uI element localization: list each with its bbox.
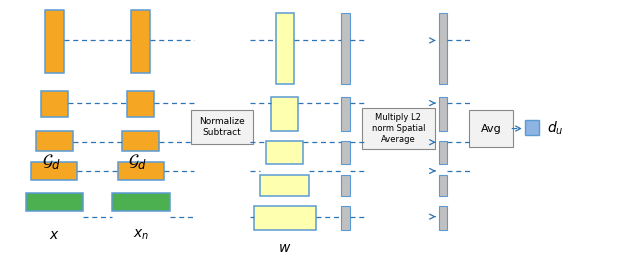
- Bar: [131, 10, 150, 73]
- Bar: [525, 120, 539, 135]
- FancyBboxPatch shape: [362, 108, 435, 149]
- Bar: [439, 206, 447, 230]
- Bar: [127, 91, 154, 117]
- Bar: [45, 10, 64, 73]
- Text: $\mathcal{G}_d$: $\mathcal{G}_d$: [128, 152, 147, 171]
- Text: $w$: $w$: [278, 241, 291, 255]
- Bar: [36, 130, 73, 151]
- Bar: [276, 13, 294, 84]
- Bar: [439, 141, 447, 164]
- Bar: [254, 206, 316, 230]
- Bar: [260, 175, 309, 196]
- Bar: [31, 162, 77, 180]
- Text: Multiply L2
norm Spatial
Average: Multiply L2 norm Spatial Average: [372, 113, 425, 144]
- Bar: [271, 97, 298, 130]
- Text: Normalize
Subtract: Normalize Subtract: [199, 116, 245, 137]
- Text: $x$: $x$: [49, 228, 60, 242]
- FancyBboxPatch shape: [469, 110, 513, 147]
- Bar: [342, 175, 350, 196]
- Text: Avg: Avg: [481, 123, 501, 134]
- Text: $x_n$: $x_n$: [132, 228, 149, 242]
- Bar: [26, 193, 83, 211]
- Bar: [342, 206, 350, 230]
- Bar: [342, 97, 350, 130]
- Bar: [118, 162, 164, 180]
- Bar: [112, 193, 170, 211]
- Bar: [439, 13, 447, 84]
- Bar: [439, 175, 447, 196]
- Bar: [342, 13, 350, 84]
- FancyBboxPatch shape: [191, 110, 253, 144]
- Bar: [122, 130, 159, 151]
- Text: $\mathcal{G}_d$: $\mathcal{G}_d$: [42, 152, 61, 171]
- Bar: [439, 97, 447, 130]
- Bar: [41, 91, 68, 117]
- Text: $d_u$: $d_u$: [547, 119, 564, 137]
- Bar: [266, 141, 303, 164]
- Bar: [342, 141, 350, 164]
